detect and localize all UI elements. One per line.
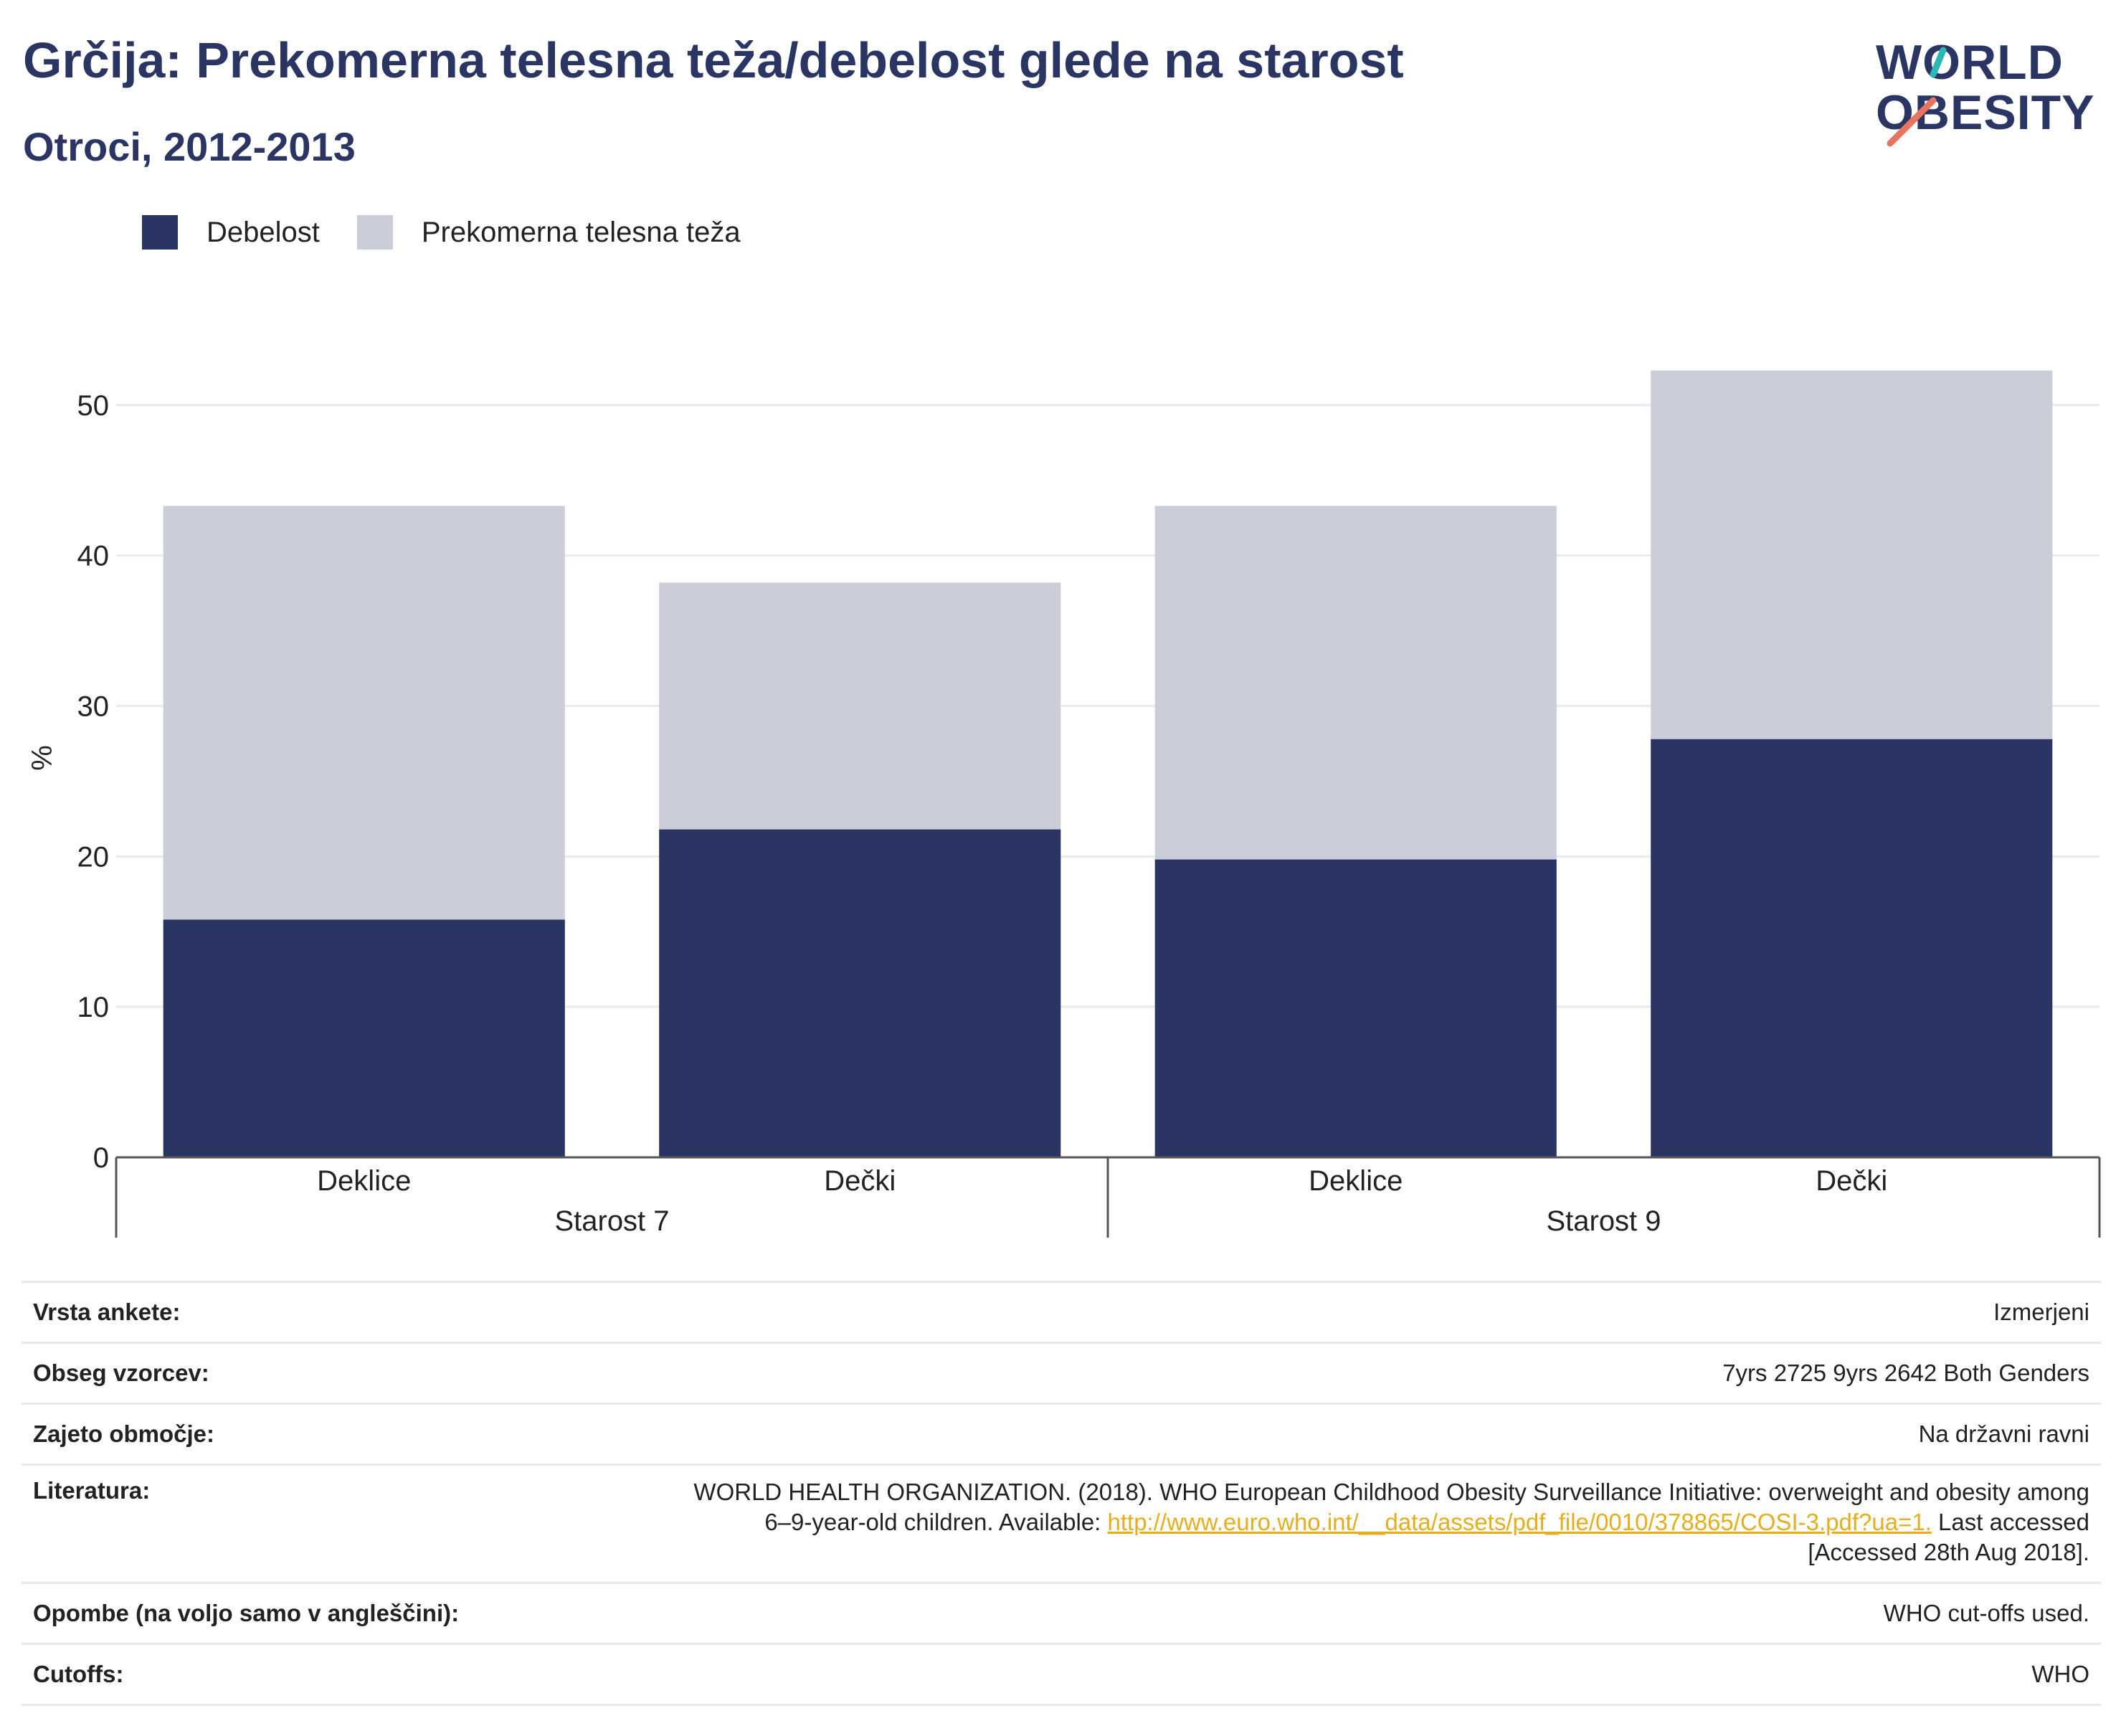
stacked-bar-chart: 0 10 20 30 40 50% Deklice Dečki Deklice Dečki Star… — [27, 370, 2101, 1238]
y-axis-label: % — [27, 745, 58, 771]
y-tick-label: 40 — [77, 541, 110, 572]
info-value-literature: WORLD HEALTH ORGANIZATION. (2018). WHO E… — [546, 1464, 2101, 1584]
legend-item-debelost[interactable]: Debelost — [142, 215, 320, 250]
y-tick-label: 50 — [77, 390, 110, 422]
bar-debelost[interactable] — [163, 919, 565, 1157]
info-row-sample: Obseg vzorcev: 7yrs 2725 9yrs 2642 Both … — [22, 1342, 2101, 1405]
x-category-label: Dečki — [824, 1165, 896, 1197]
logo-line-2: OBESITY — [1876, 85, 2095, 140]
bar-prekomerna[interactable] — [163, 506, 565, 920]
info-label: Opombe (na voljo samo v angleščini): — [22, 1582, 546, 1645]
info-label: Cutoffs: — [22, 1643, 546, 1706]
chart-legend: Debelost Prekomerna telesna teža — [142, 212, 778, 252]
literature-text: 6–9-year-old children. Available: — [764, 1509, 1108, 1535]
y-tick-label: 0 — [93, 1142, 109, 1174]
literature-link[interactable]: http://www.euro.who.int/__data/assets/pd… — [1107, 1509, 1932, 1535]
bar-prekomerna[interactable] — [659, 582, 1061, 830]
chart-bars — [163, 370, 2053, 1157]
info-row-literature: Literatura: WORLD HEALTH ORGANIZATION. (… — [22, 1464, 2101, 1584]
literature-text: Last accessed — [1931, 1509, 2089, 1535]
logo-line-1: WORLD — [1876, 35, 2064, 90]
x-group-label: Starost 7 — [554, 1205, 669, 1237]
legend-item-prekomerna[interactable]: Prekomerna telesna teža — [356, 215, 741, 250]
bar-debelost[interactable] — [659, 829, 1061, 1157]
bar-debelost[interactable] — [1651, 739, 2053, 1157]
info-value: Na državni ravni — [546, 1403, 2101, 1466]
legend-swatch-debelost — [142, 215, 178, 250]
literature-line-3: [Accessed 28th Aug 2018]. — [1808, 1539, 2089, 1565]
y-tick-label: 30 — [77, 691, 110, 723]
x-category-label: Dečki — [1816, 1165, 1887, 1197]
info-label: Zajeto območje: — [22, 1403, 546, 1466]
legend-label-debelost: Debelost — [207, 216, 320, 248]
world-obesity-logo: WORLD OBESITY — [1864, 29, 2108, 158]
bar-prekomerna[interactable] — [1154, 506, 1557, 860]
bar-debelost[interactable] — [1154, 859, 1557, 1157]
info-label: Vrsta ankete: — [22, 1281, 546, 1344]
legend-swatch-prekomerna — [356, 215, 393, 250]
info-value: 7yrs 2725 9yrs 2642 Both Genders — [546, 1342, 2101, 1405]
y-tick-label: 20 — [77, 841, 110, 873]
info-value: WHO cut-offs used. — [546, 1582, 2101, 1645]
y-tick-label: 10 — [77, 992, 110, 1023]
page-title: Grčija: Prekomerna telesna teža/debelost… — [23, 32, 1404, 88]
x-category-label: Deklice — [1309, 1165, 1403, 1197]
x-category-label: Deklice — [317, 1165, 411, 1197]
info-row-notes: Opombe (na voljo samo v angleščini): WHO… — [22, 1582, 2101, 1645]
bar-prekomerna[interactable] — [1651, 370, 2053, 739]
info-table: Vrsta ankete: Izmerjeni Obseg vzorcev: 7… — [22, 1281, 2101, 1706]
info-row-survey-type: Vrsta ankete: Izmerjeni — [22, 1281, 2101, 1344]
legend-label-prekomerna: Prekomerna telesna teža — [421, 216, 741, 248]
info-row-area: Zajeto območje: Na državni ravni — [22, 1403, 2101, 1466]
literature-line-1: WORLD HEALTH ORGANIZATION. (2018). WHO E… — [693, 1479, 2089, 1505]
literature-line-2: 6–9-year-old children. Available: http:/… — [558, 1507, 2089, 1537]
chart-labels: 0 10 20 30 40 50% Deklice Dečki Deklice Dečki Star… — [27, 390, 1887, 1237]
logo-slash-icon — [1887, 47, 1947, 147]
info-value: WHO — [546, 1643, 2101, 1706]
info-row-cutoffs: Cutoffs: WHO — [22, 1643, 2101, 1706]
info-value: Izmerjeni — [546, 1281, 2101, 1344]
info-label: Literatura: — [22, 1464, 546, 1584]
x-group-label: Starost 9 — [1546, 1205, 1661, 1237]
info-label: Obseg vzorcev: — [22, 1342, 546, 1405]
page-subtitle: Otroci, 2012-2013 — [23, 124, 356, 169]
chart-axes — [115, 1156, 2101, 1238]
